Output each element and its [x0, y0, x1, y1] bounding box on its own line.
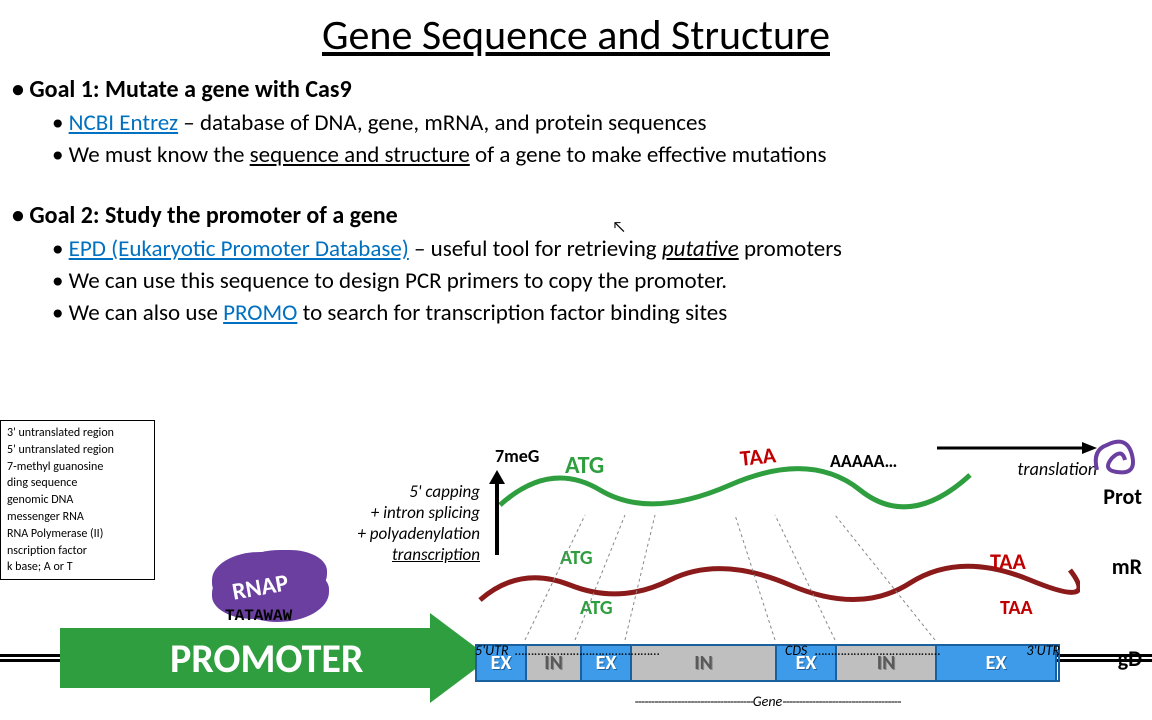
- goal2-sub1: EPD (Eukaryotic Promoter Database) – use…: [70, 233, 1132, 265]
- translation-arrow: [937, 438, 1097, 458]
- slide-title: Gene Sequence and Structure: [20, 10, 1132, 61]
- goal2-sub3: We can also use PROMO to search for tran…: [70, 297, 1132, 329]
- gene-diagram: PROMOTER RNAP TATAWAW EXINEXINEXINEX 5'U…: [0, 410, 1152, 720]
- protein-label: Prot: [1103, 483, 1142, 510]
- gdna-label: gD: [1118, 645, 1142, 672]
- goal2-sub2: We can use this sequence to design PCR p…: [70, 265, 1132, 297]
- protein-icon: [1087, 430, 1142, 480]
- bullet-content: Goal 1: Mutate a gene with Cas9 NCBI Ent…: [20, 73, 1132, 329]
- polya-tail: AAAAA…: [830, 450, 897, 472]
- translation-label: translation: [1017, 458, 1097, 480]
- splice-lines: [475, 505, 1075, 645]
- cursor-icon: ↖: [612, 218, 626, 237]
- goal1-heading: Goal 1: Mutate a gene with Cas9: [30, 73, 1132, 107]
- mrna-label: mR: [1112, 553, 1142, 580]
- goal1-sub1: NCBI Entrez – database of DNA, gene, mRN…: [70, 107, 1132, 139]
- ncbi-link[interactable]: NCBI Entrez: [69, 109, 178, 137]
- transcription-arrow: [482, 470, 512, 560]
- promo-link[interactable]: PROMO: [223, 299, 297, 327]
- 7meg-label: 7meG: [495, 445, 539, 467]
- promoter-arrow: PROMOTER: [60, 628, 480, 688]
- gene-span-label: Gene: [475, 693, 1060, 710]
- tatawaw-label: TATAWAW: [225, 607, 292, 625]
- epd-link[interactable]: EPD (Eukaryotic Promoter Database): [69, 235, 409, 263]
- goal2-heading: Goal 2: Study the promoter of a gene: [30, 199, 1132, 233]
- taa-label-top: TAA: [739, 441, 777, 472]
- goal1-sub2: We must know the sequence and structure …: [70, 139, 1132, 171]
- atg-label-top: ATG: [565, 451, 604, 480]
- process-labels: 5' capping + intron splicing + polyadeny…: [305, 481, 480, 565]
- promoter-label: PROMOTER: [170, 634, 363, 683]
